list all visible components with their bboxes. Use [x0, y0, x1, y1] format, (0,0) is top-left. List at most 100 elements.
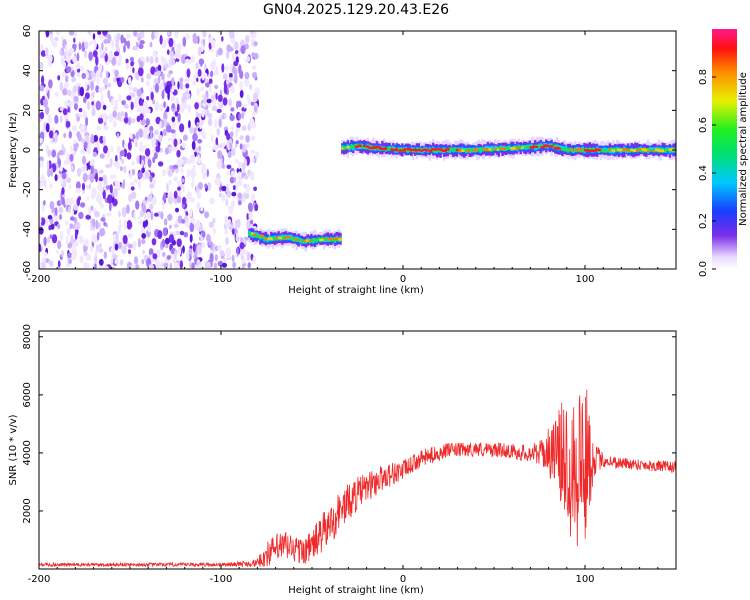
- noise-speckle: [198, 263, 203, 269]
- noise-speckle: [71, 125, 78, 132]
- noise-speckle: [232, 52, 236, 61]
- noise-speckle: [70, 165, 74, 171]
- noise-speckle: [176, 42, 182, 50]
- colorbar-label: Normalized spectral amplitude: [738, 72, 749, 226]
- ridge-peak: [398, 149, 402, 152]
- noise-speckle: [146, 96, 150, 101]
- noise-speckle: [95, 172, 98, 183]
- noise-speckle: [57, 75, 61, 81]
- noise-speckle: [163, 39, 167, 48]
- ridge-peak: [570, 148, 575, 152]
- noise-speckle: [235, 128, 238, 138]
- noise-speckle: [111, 98, 115, 106]
- ridge-peak: [368, 146, 374, 150]
- noise-speckle: [215, 92, 218, 100]
- noise-speckle: [254, 203, 259, 212]
- ridge-band: [479, 147, 482, 151]
- ridge-band: [603, 149, 606, 152]
- noise-speckle: [229, 72, 233, 79]
- noise-speckle: [208, 238, 212, 246]
- noise-speckle: [196, 202, 201, 209]
- noise-speckle: [100, 93, 104, 102]
- noise-speckle: [43, 252, 48, 257]
- noise-speckle: [68, 258, 72, 265]
- noise-speckle: [204, 183, 208, 189]
- noise-speckle: [118, 242, 122, 250]
- noise-speckle: [123, 44, 126, 53]
- noise-speckle: [207, 118, 213, 127]
- noise-speckle: [89, 173, 94, 184]
- noise-speckle: [125, 204, 130, 214]
- noise-speckle: [88, 51, 93, 61]
- noise-speckle: [99, 135, 104, 144]
- ridge-band: [648, 148, 652, 152]
- noise-speckle: [123, 143, 127, 149]
- noise-speckle: [72, 204, 79, 211]
- noise-speckle: [85, 116, 89, 127]
- noise-speckle: [200, 86, 205, 91]
- noise-speckle: [45, 106, 50, 115]
- noise-speckle: [163, 218, 168, 226]
- ridge-band: [301, 240, 304, 243]
- noise-speckle: [142, 249, 145, 255]
- noise-speckle: [150, 211, 154, 221]
- noise-speckle: [83, 96, 87, 104]
- noise-speckle: [147, 223, 152, 233]
- noise-speckle: [112, 254, 118, 259]
- noise-speckle: [146, 73, 152, 80]
- noise-speckle: [195, 184, 199, 194]
- noise-speckle: [131, 191, 137, 199]
- noise-speckle: [240, 236, 243, 244]
- noise-speckle: [54, 92, 59, 97]
- noise-speckle: [151, 31, 155, 40]
- noise-speckle: [185, 33, 190, 40]
- noise-speckle: [157, 161, 164, 167]
- noise-speckle: [127, 116, 132, 126]
- ridge-peak: [305, 239, 310, 242]
- ridge-peak: [401, 149, 406, 152]
- noise-speckle: [78, 42, 82, 51]
- noise-speckle: [182, 36, 187, 47]
- noise-speckle: [139, 31, 145, 39]
- noise-speckle: [48, 160, 52, 170]
- noise-speckle: [87, 101, 91, 111]
- noise-speckle: [138, 43, 144, 50]
- ridge-band: [497, 146, 500, 150]
- noise-speckle: [73, 144, 78, 152]
- noise-speckle: [87, 206, 92, 216]
- ridge-peak: [616, 148, 622, 152]
- noise-speckle: [171, 103, 176, 109]
- noise-speckle: [192, 133, 198, 142]
- noise-speckle: [138, 171, 143, 179]
- ridge-peak: [513, 147, 518, 150]
- ridge-band: [344, 145, 348, 149]
- noise-speckle: [248, 211, 253, 221]
- noise-speckle: [122, 211, 126, 218]
- noise-speckle: [196, 87, 200, 96]
- noise-speckle: [231, 228, 235, 235]
- noise-speckle: [191, 173, 195, 182]
- ridge-band: [361, 146, 364, 149]
- noise-speckle: [177, 138, 181, 146]
- ridge-peak: [575, 148, 580, 152]
- noise-speckle: [168, 179, 172, 185]
- noise-speckle: [183, 101, 188, 110]
- noise-speckle: [237, 192, 243, 199]
- noise-speckle: [77, 72, 81, 78]
- noise-speckle: [167, 73, 171, 78]
- ridge-peak: [278, 236, 283, 240]
- noise-speckle: [226, 50, 230, 60]
- ridge-band: [481, 147, 484, 151]
- noise-speckle: [148, 248, 154, 257]
- noise-speckle: [131, 169, 136, 176]
- noise-speckle: [87, 31, 91, 35]
- noise-speckle: [57, 260, 61, 268]
- ridge-band: [251, 233, 255, 237]
- spectrogram-ytick-label: -40: [22, 221, 33, 237]
- noise-speckle: [168, 37, 174, 48]
- noise-speckle: [216, 128, 220, 136]
- noise-speckle: [174, 262, 180, 269]
- noise-speckle: [201, 108, 205, 118]
- noise-speckle: [84, 163, 87, 174]
- noise-speckle: [182, 196, 187, 205]
